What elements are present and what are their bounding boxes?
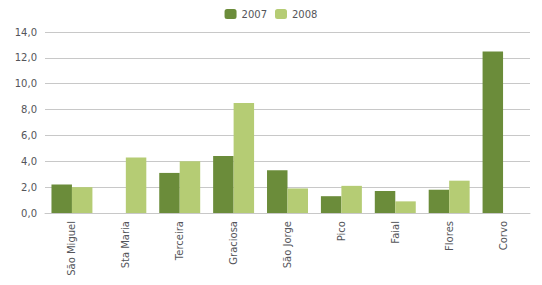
svg-text:10,0: 10,0 [15, 78, 37, 89]
svg-text:6,0: 6,0 [21, 130, 37, 141]
svg-text:Pico: Pico [336, 221, 347, 241]
svg-text:2,0: 2,0 [21, 182, 37, 193]
svg-text:São Miguel: São Miguel [66, 221, 77, 276]
svg-text:Graciosa: Graciosa [228, 221, 239, 265]
svg-text:Flores: Flores [444, 221, 455, 251]
svg-text:São Jorge: São Jorge [282, 221, 293, 268]
svg-text:14,0: 14,0 [15, 27, 37, 38]
svg-text:0,0: 0,0 [21, 208, 37, 219]
svg-text:12,0: 12,0 [15, 52, 37, 63]
svg-text:Terceira: Terceira [174, 221, 185, 261]
svg-text:Sta Maria: Sta Maria [120, 221, 131, 268]
svg-text:8,0: 8,0 [21, 104, 37, 115]
svg-text:Faial: Faial [390, 221, 401, 244]
svg-text:4,0: 4,0 [21, 156, 37, 167]
svg-text:2007: 2007 [242, 9, 267, 20]
svg-text:Corvo: Corvo [498, 221, 509, 250]
svg-text:2008: 2008 [292, 9, 317, 20]
